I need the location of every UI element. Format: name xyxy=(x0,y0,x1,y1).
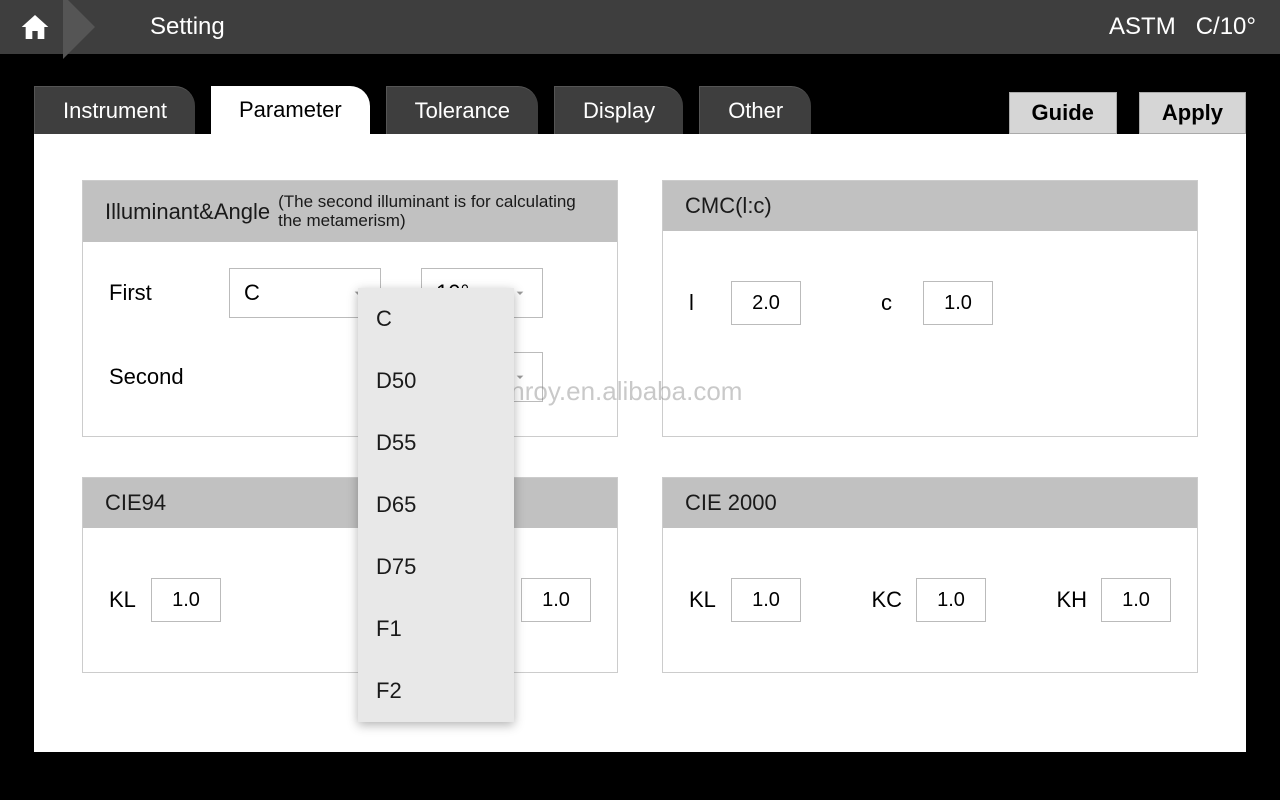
dropdown-option[interactable]: F2 xyxy=(358,660,514,722)
tab-display[interactable]: Display xyxy=(554,86,683,134)
home-button[interactable] xyxy=(0,0,70,54)
first-illuminant-value: C xyxy=(244,280,260,306)
panel-cie94: CIE94 KL 1.0 KH 1.0 xyxy=(82,477,618,673)
dropdown-option[interactable]: D55 xyxy=(358,412,514,474)
panel-cie2000: CIE 2000 KL 1.0 KC 1.0 KH 1.0 xyxy=(662,477,1198,673)
header-illuminant: C/10° xyxy=(1196,13,1256,41)
dropdown-option[interactable]: F1 xyxy=(358,598,514,660)
cie2000-kl-label: KL xyxy=(689,587,717,613)
content-area: Illuminant&Angle (The second illuminant … xyxy=(34,134,1246,752)
header-standard: ASTM xyxy=(1109,13,1176,41)
dropdown-option[interactable]: D75 xyxy=(358,536,514,598)
chevron-down-icon xyxy=(512,285,528,301)
panel-cmc-title: CMC(l:c) xyxy=(685,193,772,219)
tab-other[interactable]: Other xyxy=(699,86,811,134)
chevron-down-icon xyxy=(512,369,528,385)
panel-cie94-header: CIE94 xyxy=(83,478,617,528)
panel-cie2000-header: CIE 2000 xyxy=(663,478,1197,528)
panel-cie2000-title: CIE 2000 xyxy=(685,490,777,516)
apply-button[interactable]: Apply xyxy=(1139,92,1246,134)
panel-illuminant: Illuminant&Angle (The second illuminant … xyxy=(82,180,618,437)
cmc-c-input[interactable]: 1.0 xyxy=(923,281,993,325)
cie94-kl-label: KL xyxy=(109,587,137,613)
panel-cmc: CMC(l:c) l 2.0 c 1.0 xyxy=(662,180,1198,437)
panel-cie94-title: CIE94 xyxy=(105,490,166,516)
panel-illuminant-title: Illuminant&Angle xyxy=(105,199,270,225)
illuminant-dropdown: C D50 D55 D65 D75 F1 F2 xyxy=(358,288,514,722)
cmc-l-label: l xyxy=(689,290,717,316)
cie2000-kc-label: KC xyxy=(871,587,902,613)
tab-bar: Instrument Parameter Tolerance Display O… xyxy=(0,86,1280,134)
tab-tolerance[interactable]: Tolerance xyxy=(386,86,538,134)
cie94-kl-input[interactable]: 1.0 xyxy=(151,578,221,622)
cie2000-kl-input[interactable]: 1.0 xyxy=(731,578,801,622)
dropdown-option[interactable]: D50 xyxy=(358,350,514,412)
cie2000-kc-input[interactable]: 1.0 xyxy=(916,578,986,622)
first-label: First xyxy=(109,280,229,306)
cie94-kh-input[interactable]: 1.0 xyxy=(521,578,591,622)
home-icon xyxy=(19,11,51,43)
cmc-l-input[interactable]: 2.0 xyxy=(731,281,801,325)
dropdown-option[interactable]: C xyxy=(358,288,514,350)
panel-illuminant-header: Illuminant&Angle (The second illuminant … xyxy=(83,181,617,242)
page-title: Setting xyxy=(150,13,225,41)
header-status: ASTM C/10° xyxy=(1109,13,1256,41)
panel-illuminant-note: (The second illuminant is for calculatin… xyxy=(278,193,595,230)
app-header: Setting ASTM C/10° xyxy=(0,0,1280,54)
cie2000-kh-input[interactable]: 1.0 xyxy=(1101,578,1171,622)
cmc-c-label: c xyxy=(881,290,909,316)
panel-cmc-header: CMC(l:c) xyxy=(663,181,1197,231)
guide-button[interactable]: Guide xyxy=(1009,92,1117,134)
dropdown-option[interactable]: D65 xyxy=(358,474,514,536)
tab-instrument[interactable]: Instrument xyxy=(34,86,195,134)
cie2000-kh-label: KH xyxy=(1056,587,1087,613)
tab-parameter[interactable]: Parameter xyxy=(211,86,370,134)
second-label: Second xyxy=(109,364,229,390)
